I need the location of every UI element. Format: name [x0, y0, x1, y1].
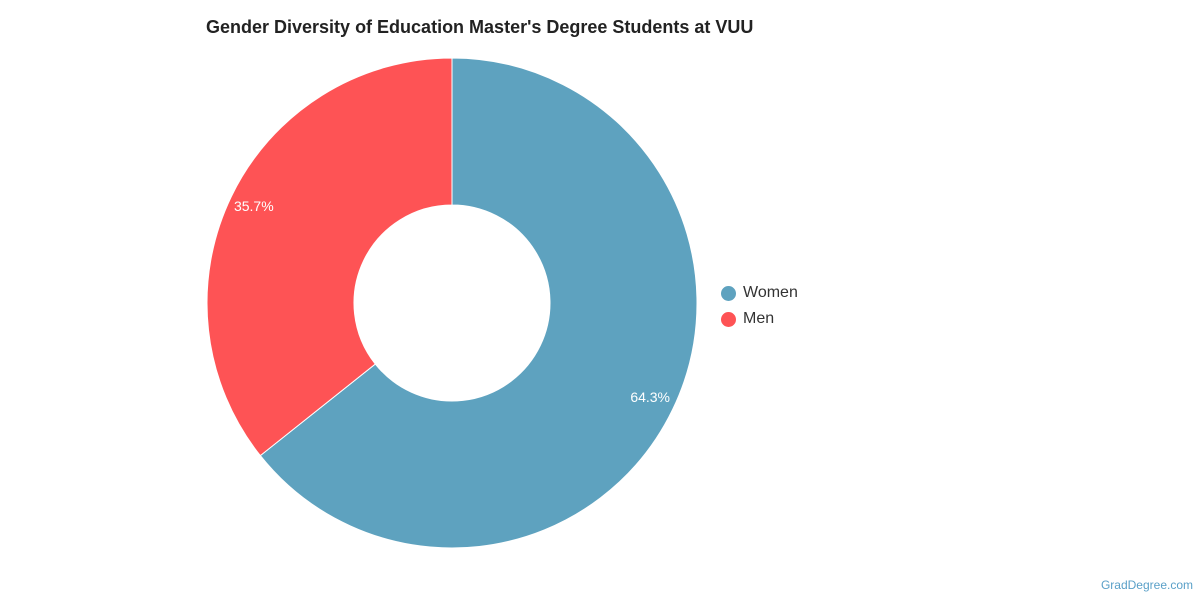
slice-label-group: 64.3% 35.7%	[234, 198, 670, 405]
legend-swatch-men	[721, 311, 736, 327]
slice-men[interactable]	[206, 57, 453, 457]
slice-group	[206, 57, 698, 549]
slice-women[interactable]	[259, 57, 698, 549]
legend-item-women[interactable]: Women	[721, 280, 798, 306]
legend-swatch-women	[721, 285, 736, 301]
legend-label-women: Women	[743, 284, 798, 301]
legend-label-men: Men	[743, 310, 775, 327]
legend: Women Men	[721, 280, 798, 332]
chart-title: Gender Diversity of Education Master's D…	[206, 17, 754, 37]
watermark[interactable]: GradDegree.com	[1100, 578, 1193, 592]
legend-item-men[interactable]: Men	[721, 306, 798, 332]
slice-label-women: 64.3%	[630, 389, 670, 405]
slice-label-men: 35.7%	[234, 198, 274, 214]
